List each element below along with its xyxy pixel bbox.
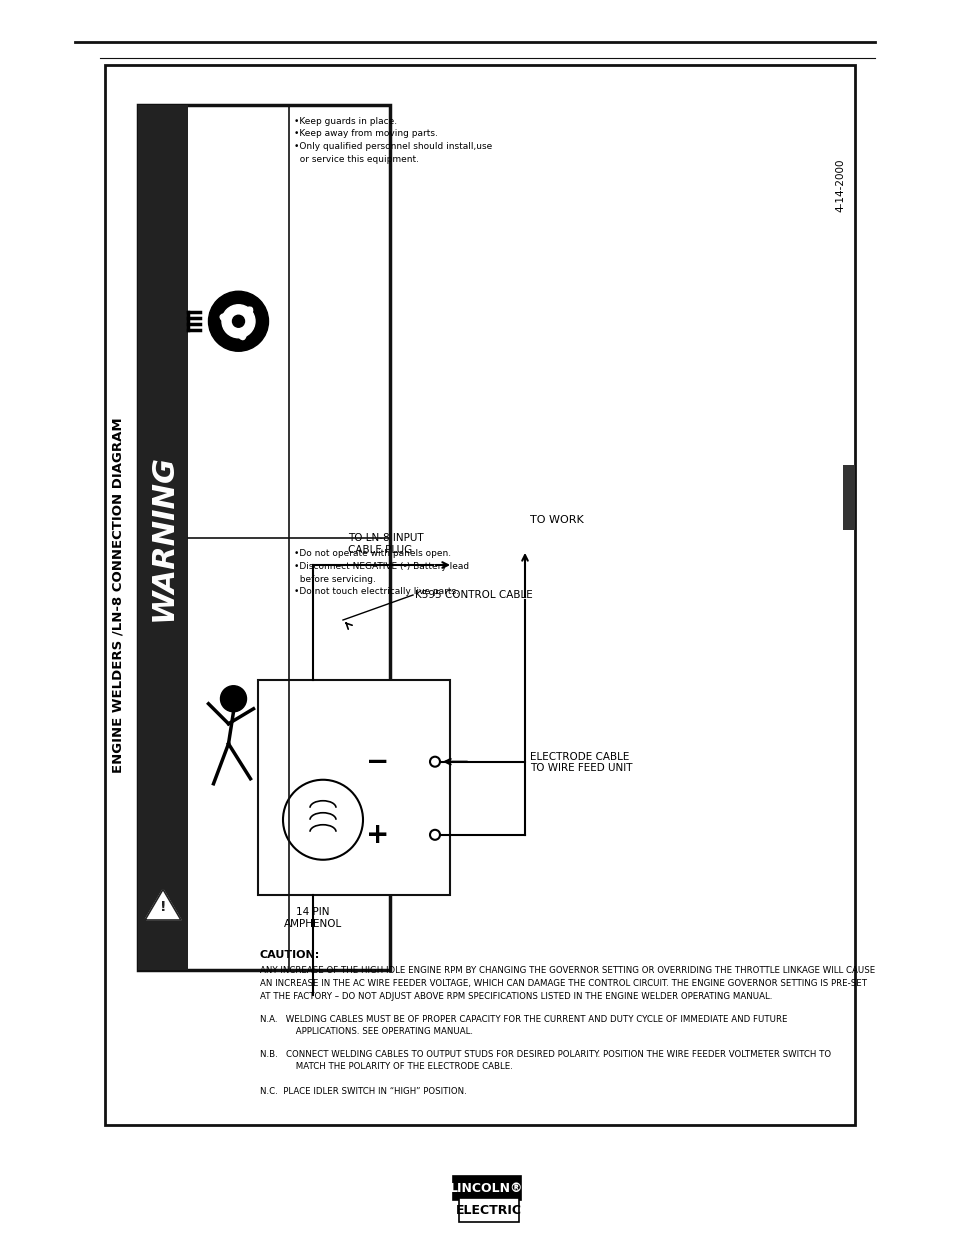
Circle shape	[209, 291, 268, 351]
Text: ANY INCREASE OF THE HIGH IDLE ENGINE RPM BY CHANGING THE GOVERNOR SETTING OR OVE: ANY INCREASE OF THE HIGH IDLE ENGINE RPM…	[260, 966, 874, 974]
Text: N.C.  PLACE IDLER SWITCH IN “HIGH” POSITION.: N.C. PLACE IDLER SWITCH IN “HIGH” POSITI…	[260, 1087, 466, 1095]
Circle shape	[233, 315, 244, 327]
Bar	[138, 105, 390, 969]
Text: ELECTRODE CABLE
TO WIRE FEED UNIT: ELECTRODE CABLE TO WIRE FEED UNIT	[530, 752, 632, 773]
Text: 14 PIN
AMPHENOL: 14 PIN AMPHENOL	[284, 906, 342, 929]
Text: WARNING: WARNING	[149, 454, 177, 621]
Bar	[453, 1176, 520, 1200]
Text: AT THE FACTORY – DO NOT ADJUST ABOVE RPM SPECIFICATIONS LISTED IN THE ENGINE WEL: AT THE FACTORY – DO NOT ADJUST ABOVE RPM…	[260, 992, 772, 1002]
Bar	[842, 466, 854, 530]
Bar	[458, 1198, 518, 1221]
Text: !: !	[159, 900, 166, 914]
Text: TO WORK: TO WORK	[530, 515, 583, 525]
Text: LINCOLN®: LINCOLN®	[450, 1182, 523, 1194]
Text: +: +	[366, 821, 389, 848]
Bar	[138, 105, 188, 969]
Circle shape	[222, 305, 254, 337]
Text: 4-14-2000: 4-14-2000	[834, 158, 844, 211]
Text: K595 CONTROL CABLE: K595 CONTROL CABLE	[415, 590, 532, 600]
Bar	[257, 680, 450, 895]
Text: N.A.   WELDING CABLES MUST BE OF PROPER CAPACITY FOR THE CURRENT AND DUTY CYCLE : N.A. WELDING CABLES MUST BE OF PROPER CA…	[260, 1015, 786, 1036]
Text: •Keep guards in place.
•Keep away from moving parts.
•Only qualified personnel s: •Keep guards in place. •Keep away from m…	[294, 117, 492, 163]
Text: ELECTRIC: ELECTRIC	[456, 1203, 521, 1216]
Text: −: −	[366, 747, 389, 776]
Ellipse shape	[220, 314, 234, 322]
Ellipse shape	[236, 325, 246, 340]
Text: ENGINE WELDERS /LN-8 CONNECTION DIAGRAM: ENGINE WELDERS /LN-8 CONNECTION DIAGRAM	[112, 417, 125, 773]
Circle shape	[220, 685, 246, 711]
Polygon shape	[145, 889, 181, 920]
Text: •Do not operate with panels open.
•Disconnect NEGATIVE (-) Battery lead
  before: •Do not operate with panels open. •Disco…	[294, 550, 469, 597]
Text: CAUTION:: CAUTION:	[260, 950, 320, 960]
Bar	[105, 65, 854, 1125]
Text: TO LN-8 INPUT
CABLE PLUG: TO LN-8 INPUT CABLE PLUG	[348, 534, 423, 555]
Text: AN INCREASE IN THE AC WIRE FEEDER VOLTAGE, WHICH CAN DAMAGE THE CONTROL CIRCUIT.: AN INCREASE IN THE AC WIRE FEEDER VOLTAG…	[260, 979, 866, 988]
Ellipse shape	[240, 308, 253, 320]
Text: N.B.   CONNECT WELDING CABLES TO OUTPUT STUDS FOR DESIRED POLARITY. POSITION THE: N.B. CONNECT WELDING CABLES TO OUTPUT ST…	[260, 1050, 830, 1071]
